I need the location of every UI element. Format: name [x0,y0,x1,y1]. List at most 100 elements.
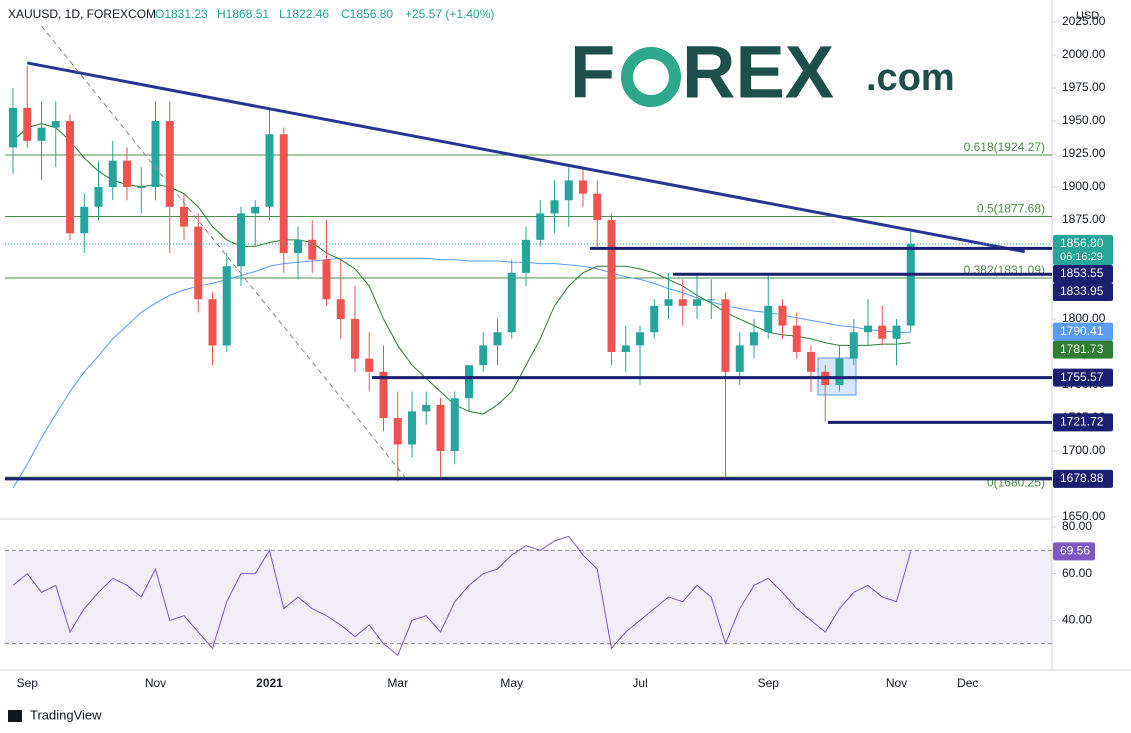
x-tick-label: May [500,676,523,690]
candle-body [593,193,602,221]
candle-body [51,121,60,128]
candle-body [379,371,388,419]
candle-body [906,243,915,326]
candle-body [579,180,587,194]
candle-body [151,121,160,188]
candle-body [194,226,203,300]
candle-body [693,299,701,306]
y-tick-label: 1875.00 [1062,212,1106,226]
candle-body [66,121,74,234]
plot: 1650.001675.001700.001725.001750.001775.… [5,14,1113,690]
candle-body [351,319,359,359]
price-label-sub: 06:16:29 [1060,251,1103,263]
logo-text: F [570,31,615,114]
candle-body [393,418,402,445]
candle-body [137,187,146,189]
candle-body [365,358,374,372]
ohlc-value: H1868.51 [217,7,269,21]
price-label-box [1053,235,1113,266]
logo-o [621,47,681,107]
rsi-value-box [1053,542,1095,561]
x-tick-label: Jul [632,676,647,690]
price-label: 1833.95 [1060,284,1104,298]
candle-body [878,325,887,339]
candle-body [279,134,288,254]
candle-body [678,299,687,306]
y-tick-label: 1800.00 [1062,311,1106,325]
candle-body [422,404,431,412]
y-tick-label: 1950.00 [1062,113,1106,127]
candle-body [564,180,573,201]
price-label: 1856.80 [1060,236,1104,250]
candle-body [892,325,901,339]
candle-body [536,213,545,240]
ohlc-value: L1822.46 [279,7,329,21]
price-label-box [1053,340,1113,359]
candle-body [849,332,858,359]
footer-icon [8,710,22,722]
price-label-box [1053,469,1113,488]
price-label: 1755.57 [1060,370,1104,384]
candle-body [237,213,245,267]
price-label-box [1053,265,1113,284]
candle-body [835,358,844,386]
candle-body [180,206,188,227]
candle-body [450,398,459,452]
candle-body [778,305,787,326]
rsi-value-label: 69.56 [1060,544,1090,558]
rsi-tick-label: 40.00 [1062,613,1092,627]
candle-body [9,107,17,148]
logo: F REX .com [570,31,955,114]
candle-body [308,239,317,260]
price-label: 1790.41 [1060,324,1104,338]
symbol: XAUUSD, 1D, FOREXCOM [8,7,156,21]
ohlc-value: C1856.80 [341,7,393,21]
y-tick-label: 1925.00 [1062,146,1106,160]
rsi-band [5,550,1052,644]
candle-body [265,134,274,207]
candle-body [408,411,416,445]
candle-body [322,259,331,300]
y-tick-label: 1975.00 [1062,80,1106,94]
candle-body [721,299,730,372]
x-tick-label: Nov [145,676,166,690]
candle-body [165,121,174,207]
price-label-box [1053,413,1113,432]
candle-body [222,266,231,346]
candle-body [23,107,32,141]
candle-body [735,345,744,372]
moving-average [12,257,911,489]
candle-body [807,352,815,372]
candle-body [436,404,445,452]
y-tick-label: 1700.00 [1062,443,1106,457]
candle-body [123,160,131,188]
candle-body [507,272,516,333]
candle-body [493,332,502,346]
candle-body [336,299,345,320]
price-label: 1781.73 [1060,342,1104,356]
currency[interactable]: USD [1076,10,1099,22]
x-tick-label: Mar [387,676,408,690]
candle-body [864,325,872,333]
price-label-box [1053,368,1113,387]
price-label: 1853.55 [1060,266,1104,280]
fib-label: 0(1680.25) [987,475,1045,489]
y-tick-label: 1900.00 [1062,179,1106,193]
rsi-line [12,535,912,657]
x-tick-label: Nov [886,676,907,690]
moving-average [12,123,911,415]
candle-body [707,299,716,301]
candle-body [764,305,773,333]
candle-body [208,299,217,346]
logo-suffix: .com [866,57,955,99]
price-label: 1721.72 [1060,415,1104,429]
y-tick-label: 1650.00 [1062,509,1106,523]
candle-body [550,200,559,214]
candle-body [108,160,117,188]
x-tick-label: Dec [957,676,978,690]
candle-body [650,305,659,333]
price-label: 1678.88 [1060,471,1104,485]
